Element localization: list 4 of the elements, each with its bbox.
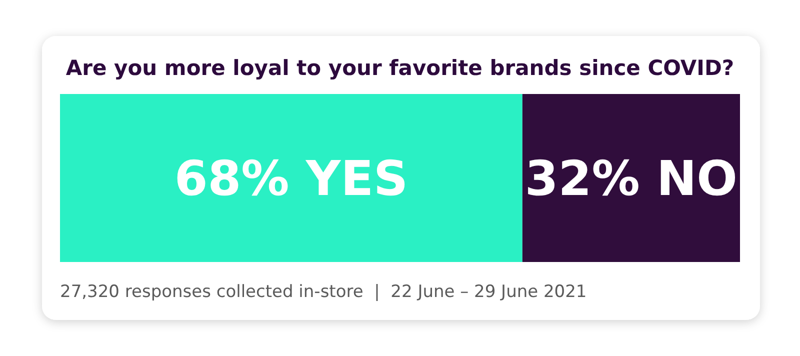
data-label: 68% YES (174, 150, 408, 207)
text: 27,320 responses collected in-store | 22 June – 29 June 2021 (60, 282, 587, 302)
data-label: 32% NO (524, 150, 738, 207)
chart-title: Are you more loyal to your favorite brands since COVID? (66, 56, 734, 80)
